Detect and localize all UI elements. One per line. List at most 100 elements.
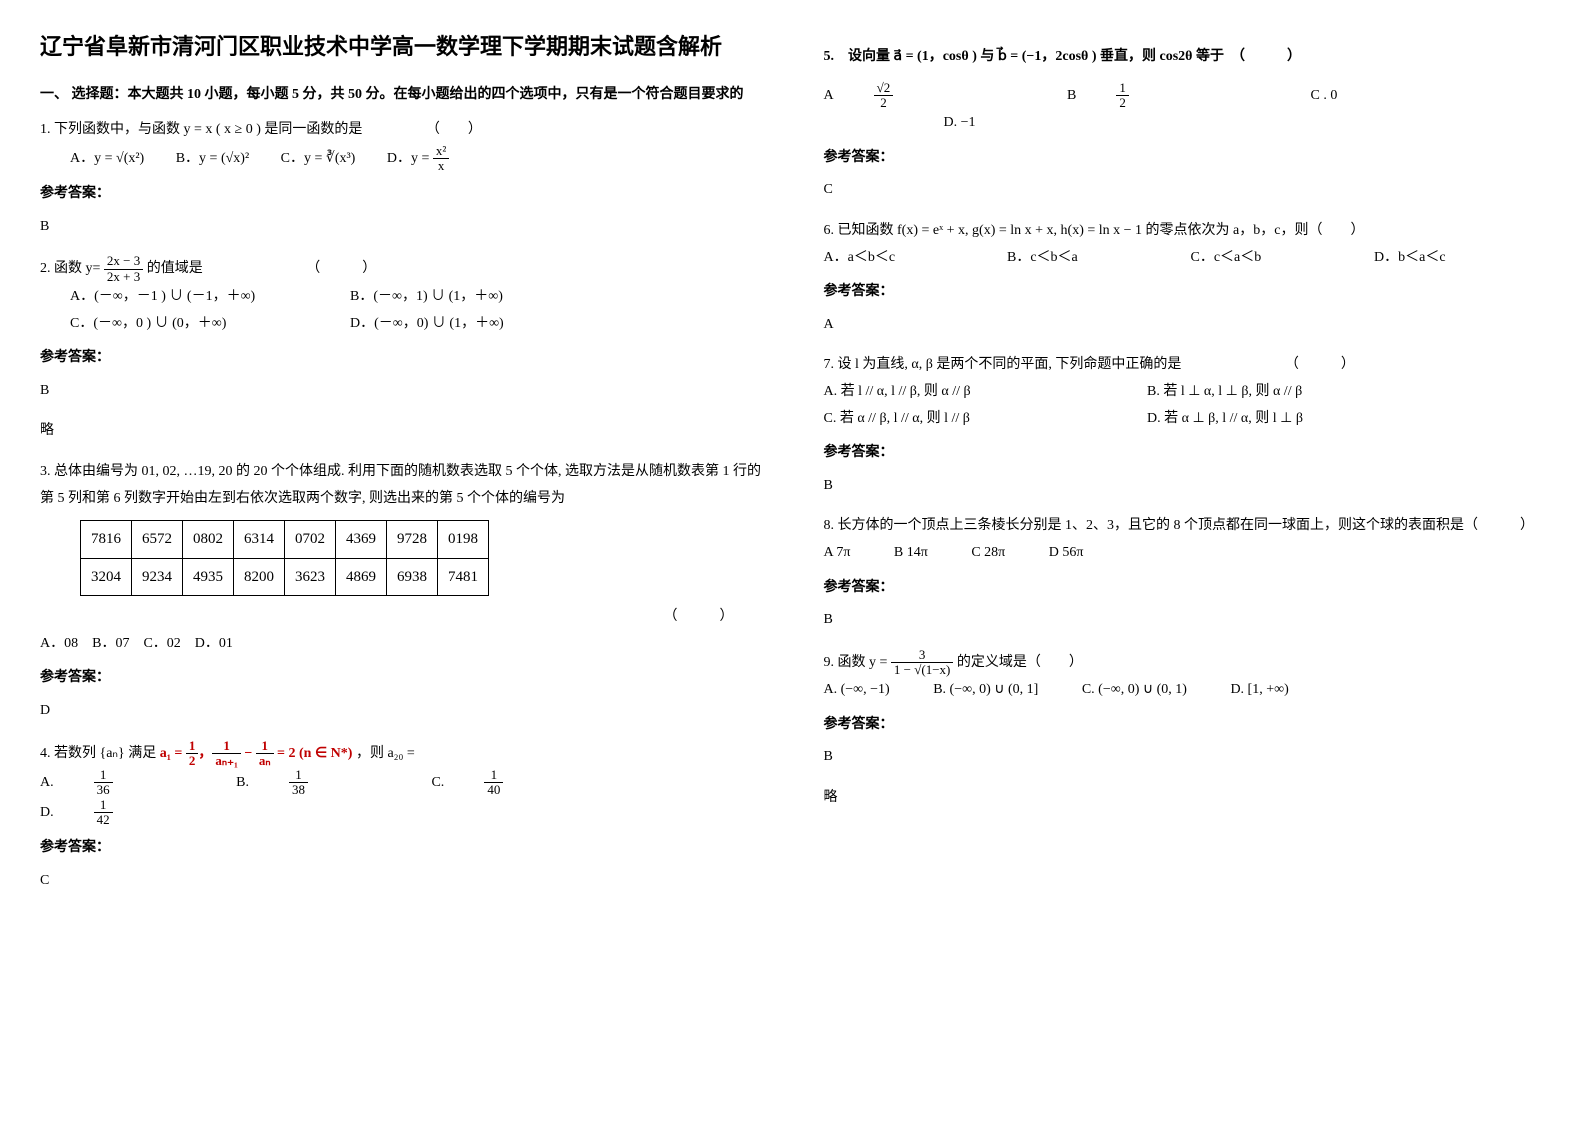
q6-stem: 6. 已知函数 f(x) = eˣ + x, g(x) = ln x + x, … (824, 218, 1548, 245)
cell: 7816 (81, 521, 132, 559)
q2-note: 略 (40, 418, 764, 445)
q9-stem-post: 的定义域是（ ） (957, 655, 1083, 670)
question-3: 3. 总体由编号为 01, 02, …19, 20 的 20 个个体组成. 利用… (40, 459, 764, 725)
q6-opt-b: B．c＜b＜a (1007, 245, 1147, 272)
q4-ans-label: 参考答案： (40, 835, 764, 862)
cell: 9234 (132, 558, 183, 596)
q4-stem-pre: 4. 若数列 {aₙ} 满足 (40, 746, 156, 761)
right-column: 5. 设向量 a⃗ = (1，cosθ ) 与 b⃗ = (−1，2cosθ )… (824, 30, 1548, 908)
q9-eq-pre: y = (869, 655, 891, 670)
cell: 3623 (285, 558, 336, 596)
cell: 0702 (285, 521, 336, 559)
q3-ans: D (40, 698, 764, 725)
q7-blank: （ ） (1285, 357, 1355, 372)
q7-opt-d: D. 若 α ⊥ β, l // α, 则 l ⊥ β (1147, 411, 1303, 426)
q2-opt-c: C．(－∞，0 ) ∪ (0，＋∞) (70, 311, 350, 338)
q1-ans-label: 参考答案： (40, 181, 764, 208)
cell: 4869 (336, 558, 387, 596)
q8-stem: 8. 长方体的一个顶点上三条棱长分别是 1、2、3，且它的 8 个顶点都在同一球… (824, 513, 1548, 540)
q9-opt-c: C. (−∞, 0) ∪ (0, 1) (1082, 677, 1187, 704)
q1-opt-c: C．y = ∛(x³) (281, 151, 356, 166)
q7-ans: B (824, 473, 1548, 500)
q4-ans: C (40, 868, 764, 895)
q9-ans: B (824, 744, 1548, 771)
q5-opt-d: D. −1 (944, 110, 1548, 137)
cell: 6314 (234, 521, 285, 559)
cell: 9728 (387, 521, 438, 559)
q8-ans-label: 参考答案： (824, 575, 1548, 602)
q2-ans-label: 参考答案： (40, 345, 764, 372)
exam-page: 辽宁省阜新市清河门区职业技术中学高一数学理下学期期末试题含解析 一、 选择题：本… (40, 30, 1547, 908)
q2-stem-pre: 2. 函数 y= (40, 261, 104, 276)
cell: 4369 (336, 521, 387, 559)
q1-stem: 1. 下列函数中，与函数 y = x ( x ≥ 0 ) 是同一函数的是 (40, 122, 362, 137)
q3-ans-label: 参考答案： (40, 665, 764, 692)
q4-equation: a₁ = 12，1aₙ₊₁ − 1aₙ = 2 (n ∈ N*) (160, 746, 356, 761)
q9-stem-pre: 9. 函数 (824, 655, 870, 670)
q7-opt-c: C. 若 α // β, l // α, 则 l // β (824, 406, 1144, 433)
q9-options: A. (−∞, −1) B. (−∞, 0) ∪ (0, 1] C. (−∞, … (824, 677, 1548, 704)
q6-ans-label: 参考答案： (824, 279, 1548, 306)
cell: 6938 (387, 558, 438, 596)
q5-opt-c: C . 0 (1311, 83, 1338, 110)
q8-opt-b: B 14π (894, 540, 928, 567)
q9-opt-b: B. (−∞, 0) ∪ (0, 1] (933, 677, 1038, 704)
table-row: 7816 6572 0802 6314 0702 4369 9728 0198 (81, 521, 489, 559)
q4-options: A. 136 B. 138 C. 140 D. 142 (40, 768, 764, 827)
q4-opt-b: B. 138 (236, 768, 388, 798)
q4-opt-d: D. 142 (40, 798, 193, 828)
q2-opt-b: B．(－∞，1) ∪ (1，＋∞) (350, 289, 503, 304)
q5-opt-b: B 12 (1067, 81, 1267, 111)
cell: 3204 (81, 558, 132, 596)
q3-opts: A．08 B．07 C．02 D．01 (40, 631, 764, 658)
q1-opt-d-frac: x²x (433, 144, 449, 174)
q9-opt-a: A. (−∞, −1) (824, 677, 890, 704)
q4-a1: a₁ = (160, 746, 186, 761)
q8-opt-d: D 56π (1049, 540, 1084, 567)
q5-options-row1: A √22 B 12 C . 0 (824, 81, 1548, 111)
q1-opt-a: A．y = √(x²) (70, 151, 144, 166)
question-7: 7. 设 l 为直线, α, β 是两个不同的平面, 下列命题中正确的是 （ ）… (824, 352, 1548, 499)
q7-stem: 7. 设 l 为直线, α, β 是两个不同的平面, 下列命题中正确的是 (824, 357, 1182, 372)
question-5: 5. 设向量 a⃗ = (1，cosθ ) 与 b⃗ = (−1，2cosθ )… (824, 44, 1548, 204)
q6-ans: A (824, 312, 1548, 339)
question-6: 6. 已知函数 f(x) = eˣ + x, g(x) = ln x + x, … (824, 218, 1548, 338)
q5-ans: C (824, 177, 1548, 204)
q1-opt-d: D．y = x²x (387, 151, 449, 166)
q4-frac-r2: 1aₙ (256, 739, 274, 769)
table-row: 3204 9234 4935 8200 3623 4869 6938 7481 (81, 558, 489, 596)
cell: 0198 (438, 521, 489, 559)
q3-blank: （ ） (40, 604, 764, 631)
q9-ans-label: 参考答案： (824, 712, 1548, 739)
cell: 8200 (234, 558, 285, 596)
question-4: 4. 若数列 {aₙ} 满足 a₁ = 12，1aₙ₊₁ − 1aₙ = 2 (… (40, 739, 764, 895)
q8-opt-a: A 7π (824, 540, 851, 567)
q8-options: A 7π B 14π C 28π D 56π (824, 540, 1548, 567)
q8-opt-c: C 28π (971, 540, 1005, 567)
q5-ans-label: 参考答案： (824, 145, 1548, 172)
q7-row2: C. 若 α // β, l // α, 则 l // β D. 若 α ⊥ β… (824, 406, 1548, 433)
q4-opt-c: C. 140 (431, 768, 583, 798)
question-1: 1. 下列函数中，与函数 y = x ( x ≥ 0 ) 是同一函数的是 （ ）… (40, 117, 764, 240)
q2-ans: B (40, 378, 764, 405)
q3-random-table: 7816 6572 0802 6314 0702 4369 9728 0198 … (80, 520, 489, 596)
q5-stem: 5. 设向量 a⃗ = (1，cosθ ) 与 b⃗ = (−1，2cosθ )… (824, 44, 1548, 71)
q6-opt-a: A．a＜b＜c (824, 245, 964, 272)
cell: 4935 (183, 558, 234, 596)
q2-opt-d: D．(－∞，0) ∪ (1，＋∞) (350, 316, 504, 331)
q4-frac-r1: 1aₙ₊₁ (212, 739, 240, 769)
q4-comma: ， (198, 746, 212, 761)
q7-ans-label: 参考答案： (824, 440, 1548, 467)
q7-opt-a: A. 若 l // α, l // β, 则 α // β (824, 379, 1144, 406)
q2-stem-post: 的值域是 (147, 261, 203, 276)
q9-frac: 31 − √(1−x) (891, 648, 953, 678)
q2-options: A．(－∞，－1 ) ∪ (－1，＋∞)B．(－∞，1) ∪ (1，＋∞) C．… (70, 284, 764, 337)
cell: 6572 (132, 521, 183, 559)
q4-opt-a: A. 136 (40, 768, 193, 798)
q6-opt-c: C．c＜a＜b (1191, 245, 1331, 272)
left-column: 辽宁省阜新市清河门区职业技术中学高一数学理下学期期末试题含解析 一、 选择题：本… (40, 30, 764, 908)
section-1-title: 一、 选择题：本大题共 10 小题，每小题 5 分，共 50 分。在每小题给出的… (40, 83, 764, 103)
q8-ans: B (824, 607, 1548, 634)
q7-opt-b: B. 若 l ⊥ α, l ⊥ β, 则 α // β (1147, 384, 1302, 399)
cell: 0802 (183, 521, 234, 559)
